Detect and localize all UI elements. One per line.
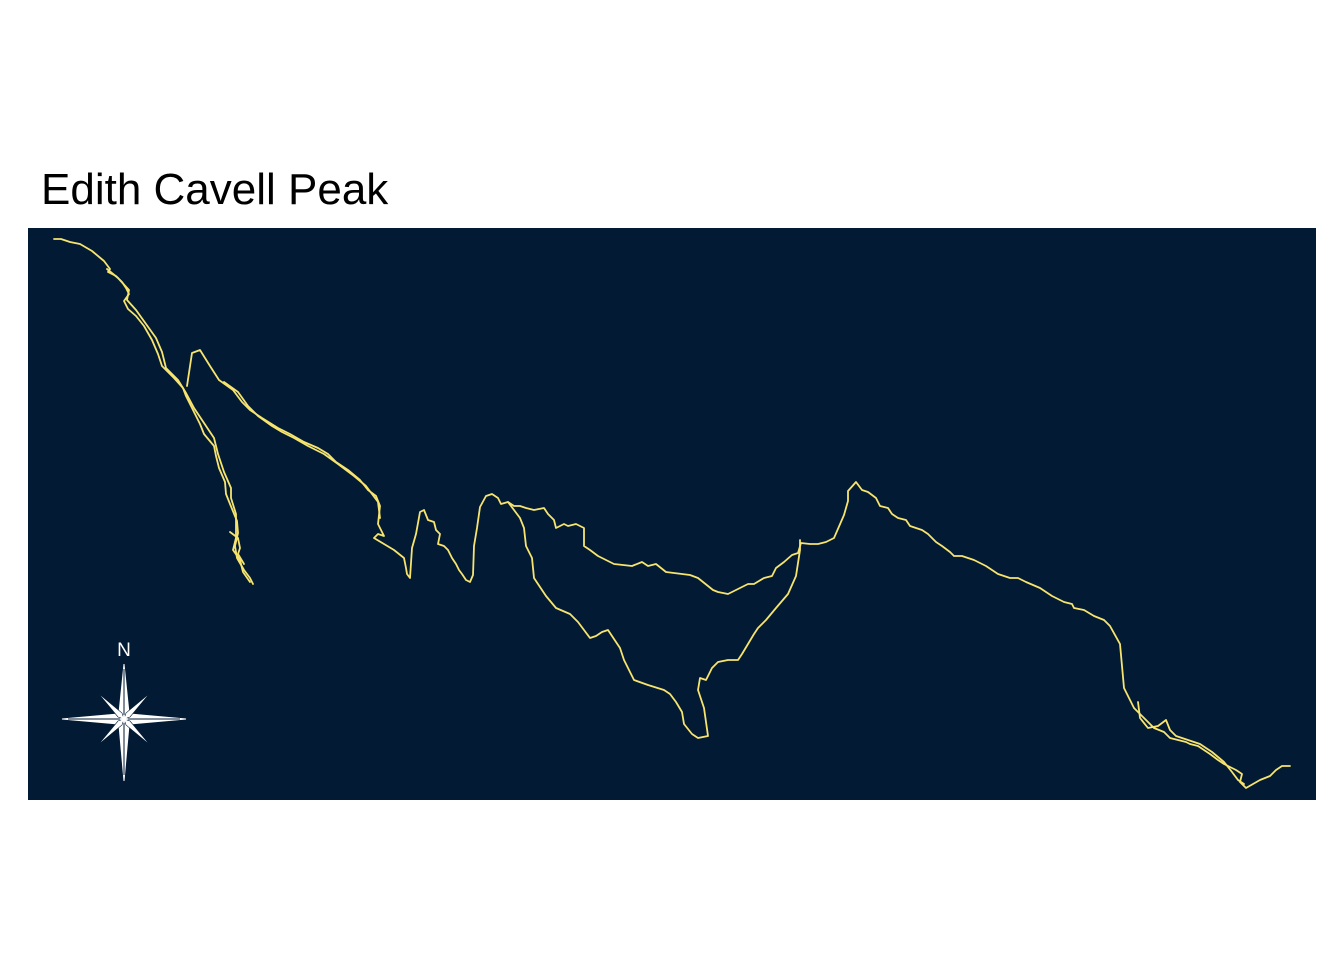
map-canvas[interactable]: N	[28, 228, 1316, 800]
trail-routes	[53, 238, 1291, 789]
trail-route-west-spur	[229, 531, 245, 565]
trail-route-east-b	[1137, 701, 1245, 785]
map-background	[28, 228, 1316, 800]
trail-route-west-b	[106, 268, 251, 583]
map-panel[interactable]: N	[28, 228, 1316, 800]
compass-north-label: N	[117, 640, 131, 661]
compass-rose-icon: N	[61, 640, 187, 782]
trail-route-ridge-b	[223, 381, 381, 519]
trail-route-valley-loop	[507, 501, 801, 739]
trail-route-ridge	[186, 349, 1291, 789]
compass-center	[121, 716, 127, 722]
map-title: Edith Cavell Peak	[41, 165, 389, 214]
